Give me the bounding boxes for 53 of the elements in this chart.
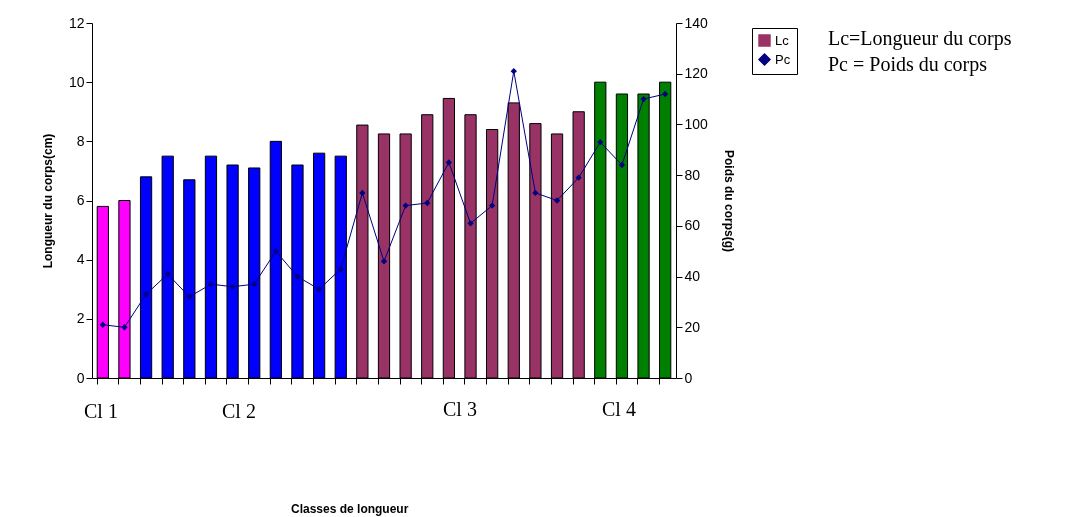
y-tick-label: 4 — [76, 251, 85, 268]
point — [597, 139, 604, 146]
point — [207, 281, 215, 288]
y-tick-label: 6 — [76, 192, 85, 208]
text: Classes de longueur — [291, 501, 409, 517]
y-tick-label: 8 — [76, 132, 85, 149]
point — [186, 293, 193, 301]
y2-tick-label: 140 — [684, 14, 709, 31]
y2-tick-label: 0 — [684, 369, 693, 386]
text: Cl 2 — [222, 400, 256, 422]
point — [337, 265, 344, 273]
y-axis-title: Longueur du corps(cm) — [40, 133, 55, 269]
point — [424, 199, 431, 207]
point — [272, 248, 280, 255]
point — [164, 270, 171, 278]
y-tick-label: 0 — [76, 369, 85, 386]
point — [488, 202, 496, 209]
y2-tick-label: 20 — [684, 318, 701, 335]
text: Cl 4 — [602, 398, 636, 420]
point — [315, 286, 323, 293]
point — [99, 321, 106, 328]
point — [640, 95, 647, 103]
text: Cl 3 — [443, 398, 477, 420]
y-tick-label: 10 — [68, 73, 85, 90]
text: Lc=Longueur du corps — [828, 27, 1012, 49]
point — [575, 174, 582, 181]
y2-tick-label: 60 — [684, 217, 701, 234]
y2-tick-label: 40 — [684, 268, 701, 285]
point — [510, 68, 517, 75]
point — [467, 220, 474, 227]
y2-tick-label: 120 — [684, 65, 709, 82]
point — [142, 291, 150, 298]
point — [662, 90, 669, 98]
legend-label: Pc — [775, 51, 791, 67]
y-tick-label: 12 — [68, 14, 85, 31]
point — [532, 189, 539, 197]
point — [251, 281, 258, 288]
text: Pc = Poids du corps — [828, 53, 988, 75]
y-tick-label: 2 — [76, 310, 85, 327]
y2-axis-title: Poids du corps(g) — [721, 150, 736, 252]
point — [553, 197, 561, 204]
y2-tick-label: 80 — [684, 166, 701, 183]
point — [445, 159, 453, 166]
point — [121, 324, 128, 331]
point — [380, 258, 388, 265]
point — [229, 283, 236, 290]
point — [294, 273, 301, 280]
point — [402, 202, 409, 209]
text: Cl 1 — [84, 400, 118, 422]
legend-label: Lc — [775, 32, 790, 48]
point — [618, 161, 626, 169]
point — [359, 189, 366, 197]
y2-tick-label: 100 — [684, 115, 709, 132]
